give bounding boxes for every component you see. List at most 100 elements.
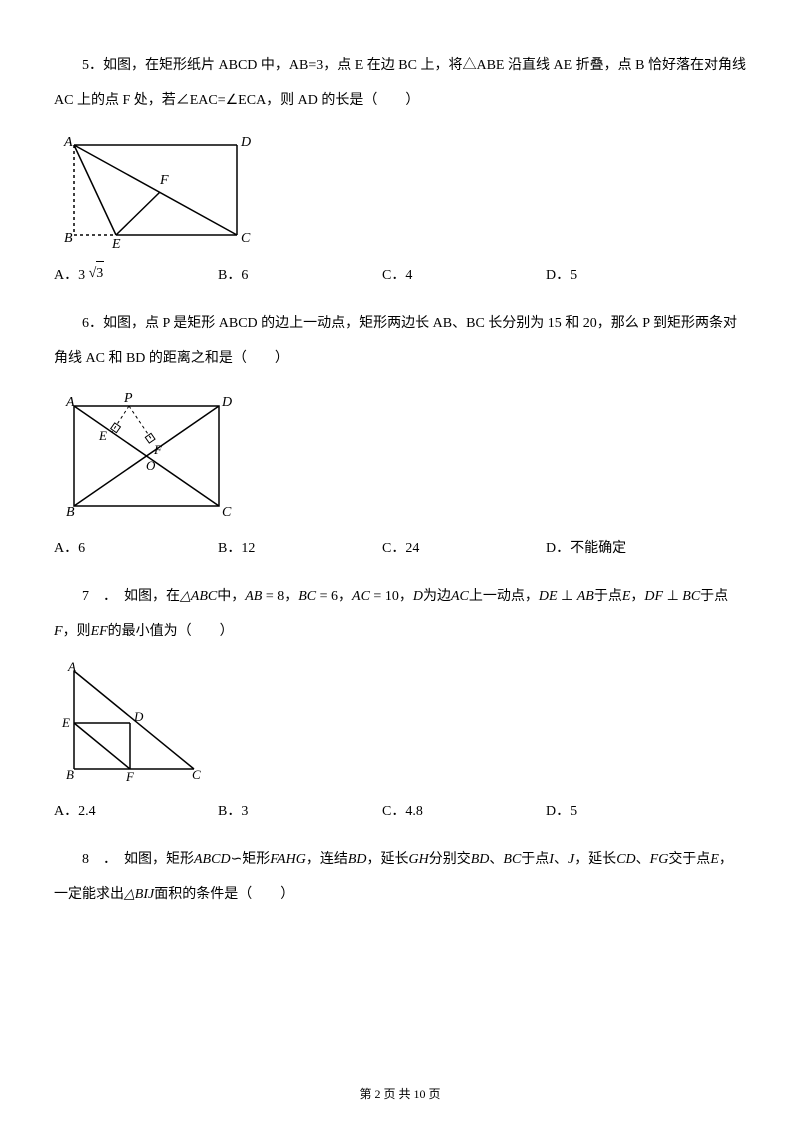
- q5-sqrt: √3: [89, 266, 104, 281]
- q7-c1: ，: [284, 589, 298, 604]
- q5-label-c: C: [241, 231, 251, 246]
- q8-t8: 面积的条件是（ ）: [154, 887, 294, 902]
- q7-pre: ． 如图，在: [89, 589, 180, 604]
- q7-abc: △ABC: [180, 589, 217, 604]
- q7-label-d: D: [133, 709, 144, 724]
- q6-svg: A D B C P E F O: [54, 388, 239, 523]
- q7-opt-d: D．5: [546, 798, 710, 826]
- q6-label-e: E: [98, 428, 107, 443]
- q5-opt-a: A．3 √3: [54, 262, 218, 290]
- q5-label-e: E: [111, 237, 121, 250]
- q7-opt-b: B．3: [218, 798, 382, 826]
- q8-gh: GH: [409, 852, 429, 867]
- q8-fg: FG: [650, 852, 669, 867]
- q7-zhong: 中，: [217, 589, 245, 604]
- q5-num: 5: [82, 58, 89, 73]
- q7-figure: A B C E D F: [54, 661, 746, 786]
- q8-abcd: ABCD: [194, 852, 231, 867]
- page: 5．如图，在矩形纸片 ABCD 中，AB=3，点 E 在边 BC 上，将△ABE…: [0, 0, 800, 1132]
- q5-opt-a-pre: A．3: [54, 268, 85, 283]
- q8-t3b: ，延长: [574, 852, 616, 867]
- q6-label-d: D: [221, 395, 232, 410]
- q8-fahg: FAHG: [270, 852, 306, 867]
- q7-opt-a: A．2.4: [54, 798, 218, 826]
- q6-label-c: C: [222, 505, 232, 520]
- q6-opt-b: B．12: [218, 535, 382, 563]
- page-footer: 第 2 页 共 10 页: [0, 1085, 800, 1102]
- q8-t5: 于点: [521, 852, 549, 867]
- q7-text: 7 ． 如图，在△ABC中，AB = 8，BC = 6，AC = 10，D为边A…: [54, 579, 746, 649]
- q8-t1: ． 如图，矩形: [89, 852, 194, 867]
- q7-svg: A B C E D F: [54, 661, 209, 786]
- q5-text: 5．如图，在矩形纸片 ABCD 中，AB=3，点 E 在边 BC 上，将△ABE…: [54, 48, 746, 118]
- q8-t2: ，连结: [306, 852, 348, 867]
- q7-ac: AC: [352, 589, 370, 604]
- q7-ef: EF: [91, 624, 108, 639]
- q6-text: 6．如图，点 P 是矩形 ABCD 的边上一动点，矩形两边长 AB、BC 长分别…: [54, 306, 746, 376]
- q6-label-b: B: [66, 505, 75, 520]
- q7-label-e: E: [61, 715, 70, 730]
- q5-options: A．3 √3 B．6 C．4 D．5: [54, 262, 746, 290]
- q7-yu1: 于点: [594, 589, 622, 604]
- q7-bc2: BC: [682, 589, 700, 604]
- q6-label-f: F: [153, 442, 163, 457]
- q5-figure: A D B C E F: [54, 130, 746, 250]
- q5-label-d: D: [240, 135, 251, 150]
- q5-opt-b: B．6: [218, 262, 382, 290]
- q8-bd2: BD: [471, 852, 490, 867]
- q8-e: E: [710, 852, 719, 867]
- q8-sim: ∽: [231, 852, 243, 867]
- q8-bc: BC: [503, 852, 521, 867]
- q7-ab8: = 8: [262, 589, 284, 604]
- q7-opt-c: C．4.8: [382, 798, 546, 826]
- q6-opt-d: D．不能确定: [546, 535, 710, 563]
- q7-df: DF: [644, 589, 663, 604]
- footer-text: 第 2 页 共 10 页: [359, 1087, 440, 1101]
- q6-figure: A D B C P E F O: [54, 388, 746, 523]
- q6-options: A．6 B．12 C．24 D．不能确定: [54, 535, 746, 563]
- q7-yu2: 于点: [700, 589, 728, 604]
- q7-label-b: B: [66, 767, 74, 782]
- q6-label-o: O: [146, 458, 156, 473]
- q7-label-c: C: [192, 767, 201, 782]
- q8-cd: CD: [616, 852, 635, 867]
- q8-dun1: 、: [489, 852, 503, 867]
- q5-opt-c: C．4: [382, 262, 546, 290]
- q7-d: D: [413, 589, 423, 604]
- q7-de: DE: [539, 589, 558, 604]
- q8-text: 8 ． 如图，矩形ABCD∽矩形FAHG，连结BD，延长GH分别交BD、BC于点…: [54, 842, 746, 912]
- q6-label-a: A: [65, 395, 75, 410]
- q8-num: 8: [82, 852, 89, 867]
- q7-label-f: F: [125, 769, 135, 784]
- q7-bc6: = 6: [316, 589, 338, 604]
- q5-label-f: F: [159, 173, 169, 188]
- q8-bij: △BIJ: [124, 887, 154, 902]
- q8-dun3: 、: [636, 852, 650, 867]
- q5-opt-d: D．5: [546, 262, 710, 290]
- q7-c2: ，: [338, 589, 352, 604]
- q8-t4: 分别交: [429, 852, 471, 867]
- q5-body: ．如图，在矩形纸片 ABCD 中，AB=3，点 E 在边 BC 上，将△ABE …: [54, 58, 746, 108]
- q6-num: 6: [82, 316, 89, 331]
- q6-body: ．如图，点 P 是矩形 ABCD 的边上一动点，矩形两边长 AB、BC 长分别为…: [54, 316, 737, 366]
- q7-f: F: [54, 624, 63, 639]
- q8-ju: 矩形: [242, 852, 270, 867]
- q8-dun2: 、: [554, 852, 568, 867]
- q5-label-a: A: [63, 135, 73, 150]
- q7-c3: ，: [399, 589, 413, 604]
- q7-perp2: ⊥: [663, 589, 682, 604]
- q7-ac2: AC: [451, 589, 469, 604]
- q5-label-b: B: [64, 231, 73, 246]
- q6-opt-c: C．24: [382, 535, 546, 563]
- q7-ac10: = 10: [370, 589, 399, 604]
- q7-min: 的最小值为（ ）: [108, 624, 234, 639]
- q7-ab: AB: [245, 589, 262, 604]
- q7-shang: 上一动点，: [469, 589, 539, 604]
- q6-opt-a: A．6: [54, 535, 218, 563]
- q7-weibian: 为边: [423, 589, 451, 604]
- q8-t6: 交于点: [668, 852, 710, 867]
- q7-ab2: AB: [577, 589, 594, 604]
- q7-num: 7: [82, 589, 89, 604]
- q7-label-a: A: [67, 661, 76, 674]
- q6-label-p: P: [123, 391, 133, 406]
